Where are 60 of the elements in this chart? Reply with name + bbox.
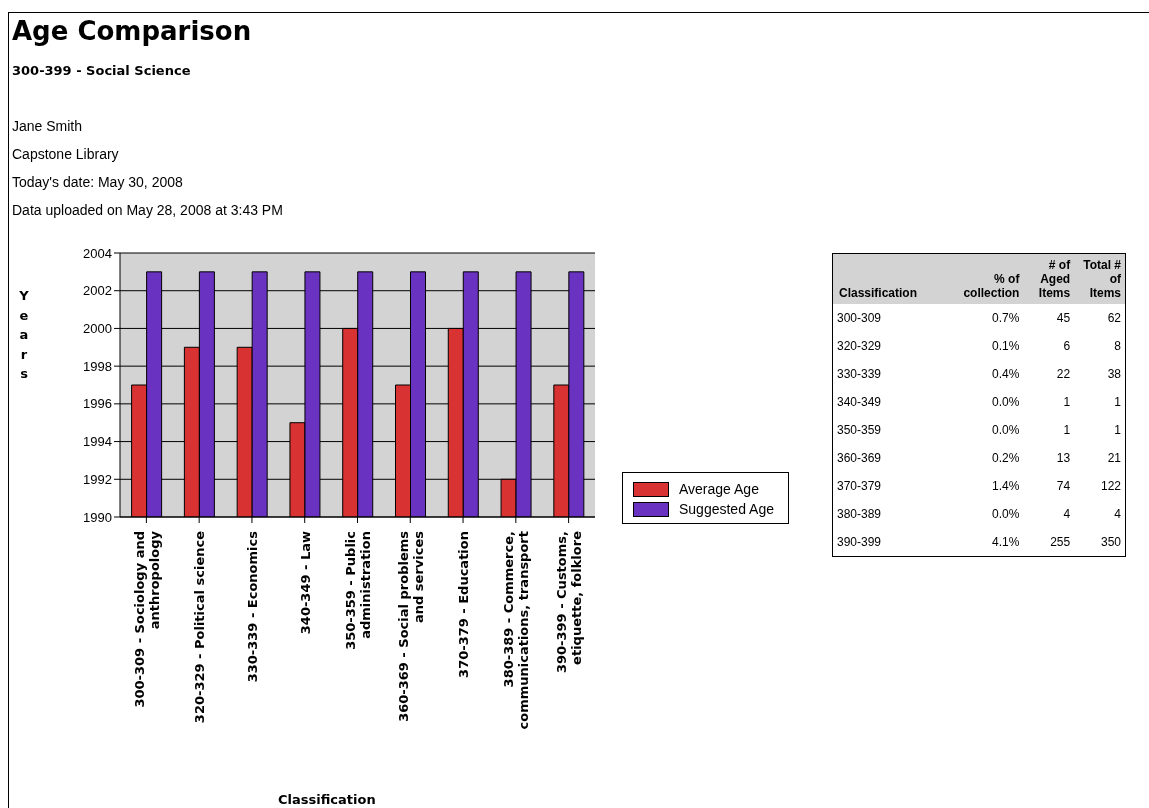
text: Data uploaded on May 28, 2008 at 3:43 PM bbox=[12, 202, 283, 218]
data-label: 255 bbox=[1049, 533, 1072, 551]
text: Today's date: May 30, 2008 bbox=[12, 174, 183, 190]
data-label: 1 bbox=[1062, 394, 1072, 411]
category-label: 370-379 bbox=[836, 478, 883, 495]
x-tick-label: 330-339 - Economics bbox=[244, 530, 260, 683]
data-label: 0.1% bbox=[991, 338, 1021, 355]
data-label: 350 bbox=[1099, 533, 1122, 551]
y-tick-label: 1994 bbox=[83, 434, 112, 450]
category-label: 320-329 bbox=[836, 338, 883, 355]
legend-label: Suggested Age bbox=[679, 501, 774, 517]
legend-label: Average Age bbox=[679, 481, 759, 497]
category-label: 390-399 bbox=[836, 533, 883, 551]
data-label: 122 bbox=[1099, 478, 1122, 495]
y-tick-label: 1996 bbox=[83, 396, 112, 412]
data-label: 4 bbox=[1062, 506, 1072, 523]
y-axis-title: Years bbox=[18, 287, 30, 383]
data-label: 1.4% bbox=[991, 478, 1021, 495]
data-label: 0.4% bbox=[991, 366, 1021, 383]
x-axis-title: Classification bbox=[278, 792, 376, 807]
y-tick-label: 2004 bbox=[83, 245, 112, 261]
category-label: 360-369 bbox=[836, 450, 883, 467]
data-label: 74 bbox=[1055, 478, 1072, 495]
text: Capstone Library bbox=[12, 146, 119, 162]
data-label: 4 bbox=[1113, 506, 1122, 523]
text: Jane Smith bbox=[12, 118, 83, 134]
category-label: 330-339 bbox=[836, 366, 883, 383]
data-label: 22 bbox=[1055, 366, 1072, 383]
category-label: 350-359 bbox=[836, 422, 883, 439]
category-label: 300-309 bbox=[836, 310, 883, 327]
category-label: 340-349 bbox=[836, 394, 883, 411]
x-tick-label: 320-329 - Political science bbox=[192, 530, 208, 724]
data-label: 0.0% bbox=[991, 506, 1021, 523]
data-label: 0.7% bbox=[991, 310, 1021, 327]
x-tick-label: 350-359 - Public administration bbox=[343, 531, 373, 650]
y-tick-label: 2000 bbox=[83, 321, 112, 337]
x-tick-label: 300-309 - Sociology and anthropology bbox=[131, 530, 162, 708]
chart-subtitle: 300-399 - Social Science bbox=[12, 63, 191, 78]
x-tick-label: 340-349 - Law bbox=[297, 531, 313, 635]
data-label: 4.1% bbox=[991, 533, 1021, 551]
y-tick-label: 1992 bbox=[83, 471, 112, 487]
y-tick-label: 1998 bbox=[83, 358, 112, 374]
chart-title: Age Comparison bbox=[12, 16, 252, 46]
data-label: 0.0% bbox=[991, 422, 1021, 439]
y-tick-label: 1990 bbox=[83, 509, 112, 525]
data-label: 0.0% bbox=[991, 394, 1021, 411]
data-label: 8 bbox=[1113, 338, 1122, 355]
data-label: 45 bbox=[1055, 310, 1072, 327]
data-label: 1 bbox=[1113, 422, 1122, 439]
y-tick-label: 2002 bbox=[83, 283, 112, 299]
data-label: 21 bbox=[1106, 450, 1122, 467]
data-label: 62 bbox=[1106, 310, 1122, 327]
category-label: 380-389 bbox=[836, 506, 883, 523]
data-label: 1 bbox=[1113, 394, 1122, 411]
data-label: 38 bbox=[1106, 366, 1122, 383]
data-label: 13 bbox=[1055, 450, 1072, 467]
x-tick-label: 370-379 - Education bbox=[456, 531, 472, 678]
data-label: 0.2% bbox=[991, 450, 1021, 467]
data-label: 1 bbox=[1062, 422, 1072, 439]
data-label: 6 bbox=[1062, 338, 1072, 355]
